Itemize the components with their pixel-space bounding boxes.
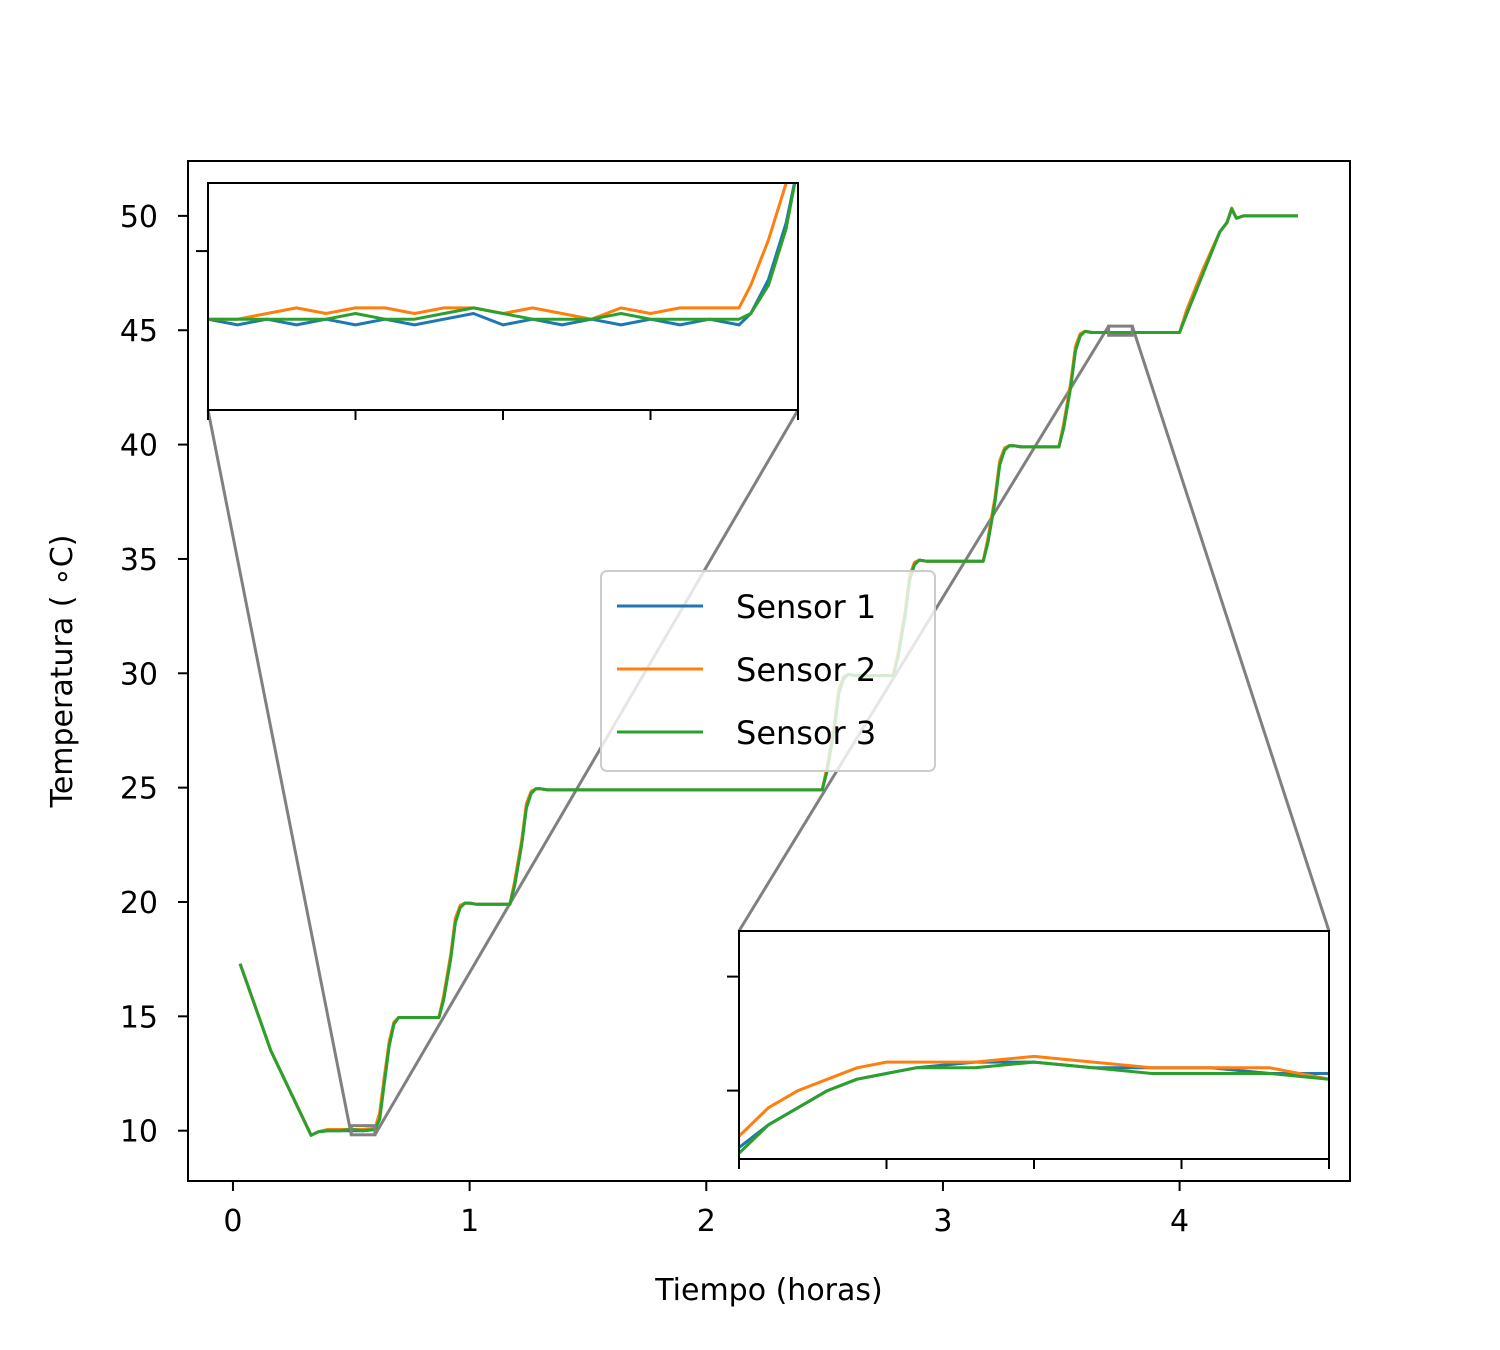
zoom-region-rects — [349, 324, 1134, 1137]
x-tick-label-3: 3 — [933, 1204, 952, 1239]
zoom-connector-zoom-high-right — [1130, 325, 1331, 932]
y-tick-label-0: 10 — [120, 1115, 158, 1150]
y-tick-label-5: 35 — [120, 543, 158, 578]
zoom-high-line-sensor-3 — [739, 1060, 1329, 1155]
y-tick-label-2: 20 — [120, 886, 158, 921]
zoom-connector-zoom-low-right — [373, 409, 800, 1136]
inset-high-lines — [739, 1054, 1329, 1155]
legend-label-sensor-2: Sensor 2 — [736, 651, 876, 689]
zoom-high-line-sensor-2 — [739, 1054, 1329, 1138]
x-tick-label-4: 4 — [1170, 1204, 1189, 1239]
main-plot-frame — [187, 160, 1351, 1182]
inset-low-lines — [208, 183, 797, 327]
x-tick-label-0: 0 — [223, 1204, 242, 1239]
zoom-rect-zoom-low — [349, 1124, 377, 1137]
zoom-low-line-sensor-3 — [208, 183, 797, 321]
zoom-connector-zoom-low-left — [206, 409, 353, 1136]
y-tick-label-6: 40 — [120, 429, 158, 464]
y-axis-label: Temperatura ( ∘C) — [45, 535, 80, 809]
legend-label-sensor-1: Sensor 1 — [736, 588, 876, 626]
inset-low-background — [208, 183, 798, 410]
inset-zoom-low — [196, 182, 799, 420]
y-tick-label-3: 25 — [120, 772, 158, 807]
x-axis-label: Tiempo (horas) — [654, 1273, 882, 1308]
y-tick-label-4: 30 — [120, 657, 158, 692]
x-axis-ticks: 0 1 2 3 4 — [223, 1181, 1189, 1239]
inset-high-background — [739, 931, 1329, 1159]
legend: Sensor 1 Sensor 2 Sensor 3 — [600, 570, 936, 772]
y-tick-label-7: 45 — [120, 314, 158, 349]
legend-label-sensor-3: Sensor 3 — [736, 714, 876, 752]
x-tick-label-1: 1 — [460, 1204, 479, 1239]
y-tick-label-1: 15 — [120, 1000, 158, 1035]
inset-low-ticks — [196, 250, 799, 420]
zoom-rect-zoom-high — [1107, 324, 1134, 337]
zoom-low-line-sensor-2 — [208, 183, 788, 321]
legend-box — [600, 570, 936, 772]
y-tick-label-8: 50 — [120, 200, 158, 235]
inset-zoom-high — [727, 930, 1330, 1169]
inset-high-ticks — [727, 975, 1330, 1169]
x-tick-label-2: 2 — [697, 1204, 716, 1239]
y-axis-ticks: 10 15 20 25 30 35 40 45 50 — [120, 200, 188, 1150]
